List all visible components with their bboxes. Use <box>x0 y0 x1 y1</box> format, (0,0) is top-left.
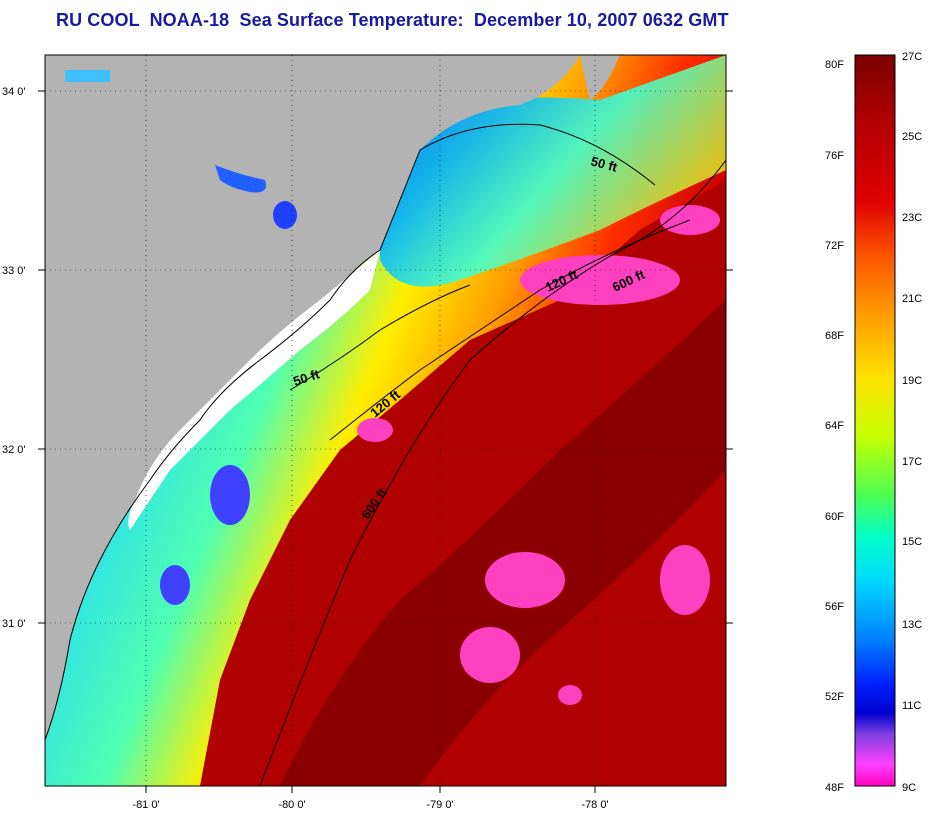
cb-f-52: 52F <box>825 691 844 703</box>
lon-label-78: -78 0' <box>581 799 608 811</box>
axis-ticks <box>38 90 733 793</box>
cb-f-76: 76F <box>825 150 844 162</box>
cold-patch-1 <box>520 255 680 305</box>
contour-label-50ft-north: 50 ft <box>589 153 619 175</box>
coastal-cloud <box>128 250 380 530</box>
cb-f-56: 56F <box>825 601 844 613</box>
lake-marion <box>273 201 297 229</box>
colorbar-celsius-scale: 27C 25C 23C 21C 19C 17C 15C 13C 11C 9C <box>902 51 922 794</box>
isobath-600ft <box>259 159 726 786</box>
lon-label-79: -79 0' <box>426 799 453 811</box>
lake-moultrie <box>215 165 266 193</box>
lat-label-31: 31 0' <box>2 618 26 630</box>
cold-patch-5 <box>460 627 520 683</box>
cb-c-27: 27C <box>902 51 922 63</box>
cb-f-80: 80F <box>825 59 844 71</box>
cb-c-9: 9C <box>902 782 916 794</box>
cb-f-68: 68F <box>825 330 844 342</box>
grid <box>45 55 726 786</box>
cold-patch-6 <box>660 545 710 615</box>
cold-patch-8 <box>210 465 250 525</box>
cb-c-21: 21C <box>902 293 922 305</box>
cb-c-15: 15C <box>902 536 922 548</box>
plot-frame <box>44 54 727 787</box>
cb-c-17: 17C <box>902 456 922 468</box>
cb-c-25: 25C <box>902 131 922 143</box>
colorbar-fahrenheit-scale: 80F 76F 72F 68F 64F 60F 56F 52F 48F <box>825 59 844 794</box>
cb-c-11: 11C <box>902 700 921 712</box>
land-north <box>580 55 620 100</box>
isobath-50ft-north <box>419 123 656 186</box>
coastline <box>45 149 421 741</box>
cb-f-72: 72F <box>825 240 844 252</box>
cb-c-19: 19C <box>902 375 922 387</box>
cold-patch-7 <box>558 685 582 705</box>
cb-c-23: 23C <box>902 212 922 224</box>
cold-patch-4 <box>485 552 565 608</box>
lat-label-33: 33 0' <box>2 265 26 277</box>
lat-label-34: 34 0' <box>2 86 26 98</box>
lon-label-81: -81 0' <box>132 799 159 811</box>
lat-label-32: 32 0' <box>2 444 26 456</box>
cb-c-13: 13C <box>902 619 922 631</box>
lon-label-80: -80 0' <box>278 799 305 811</box>
colorbar <box>854 54 896 787</box>
cold-patch-3 <box>357 418 393 442</box>
gulf-stream-core <box>280 300 726 786</box>
isobath-120ft <box>329 219 691 441</box>
isobath-50ft-south <box>289 284 471 391</box>
land <box>45 55 580 740</box>
reservoir <box>65 70 110 82</box>
sst-image <box>45 55 726 786</box>
cb-f-60: 60F <box>825 511 844 523</box>
cold-patch-9 <box>160 565 190 605</box>
cb-f-48: 48F <box>825 782 844 794</box>
map-title: RU COOL NOAA-18 Sea Surface Temperature:… <box>56 10 729 30</box>
cb-f-64: 64F <box>825 420 844 432</box>
